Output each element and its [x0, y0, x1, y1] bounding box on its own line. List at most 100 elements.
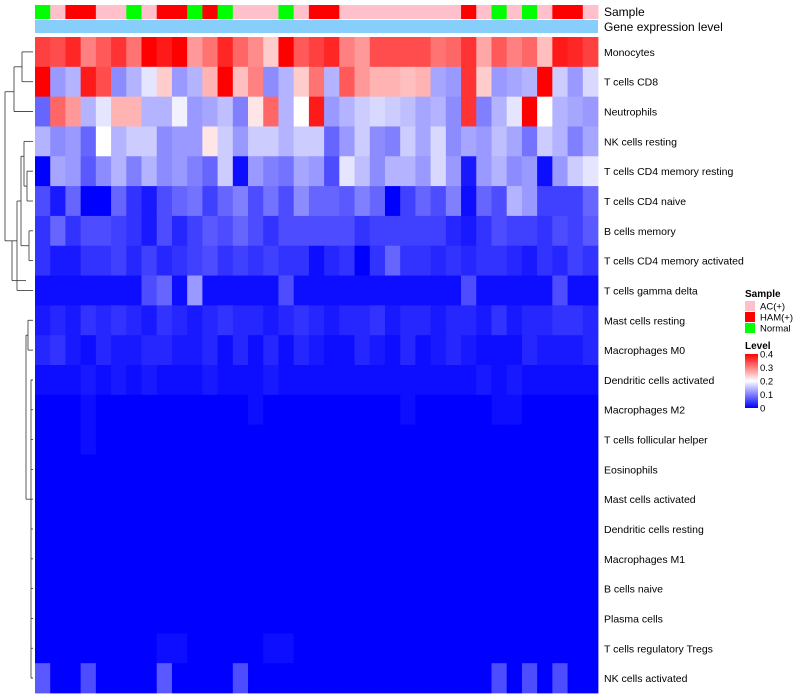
legend: Sample AC(+)HAM(+)Normal Level 0.4 0.3 0.2…: [745, 289, 793, 415]
heatmap-cell: [369, 275, 386, 306]
sample-annotation-cell: [202, 5, 218, 19]
heatmap-cell: [156, 514, 173, 545]
heatmap-cell: [111, 215, 127, 247]
heatmap-cell: [537, 633, 553, 664]
heatmap-cell: [552, 454, 568, 485]
heatmap-cell: [324, 186, 340, 217]
heatmap-cell: [491, 394, 508, 426]
heatmap-cell: [354, 305, 371, 336]
heatmap-cell: [171, 514, 188, 545]
heatmap-cell: [521, 335, 538, 366]
heatmap-cell: [65, 96, 82, 127]
heatmap-cell: [217, 633, 234, 664]
heatmap-cell: [567, 603, 584, 634]
heatmap-cell: [537, 335, 553, 366]
heatmap-cell: [491, 186, 508, 217]
sample-annotation-cell: [354, 5, 371, 19]
heatmap-cell: [308, 484, 325, 515]
heatmap-cell: [552, 394, 568, 426]
legend-swatch: [745, 312, 755, 322]
heatmap-cell: [80, 514, 97, 545]
heatmap-cell: [293, 603, 310, 634]
heatmap-cell: [95, 305, 112, 336]
heatmap-cell: [384, 424, 401, 455]
sample-annotation-cell: [263, 5, 279, 19]
heatmap-cell: [308, 156, 325, 187]
heatmap-cell: [171, 454, 188, 485]
heatmap-cell: [35, 484, 51, 515]
heatmap-cell: [35, 573, 51, 604]
heatmap-cell: [506, 424, 523, 455]
heatmap-cell: [156, 603, 173, 634]
heatmap-cell: [537, 37, 553, 68]
heatmap-cell: [65, 156, 82, 187]
heatmap-cell: [506, 335, 523, 366]
heatmap-cell: [491, 514, 508, 545]
heatmap-cell: [111, 37, 127, 68]
heatmap-cell: [263, 365, 279, 396]
heatmap-cell: [293, 454, 310, 485]
heatmap-cell: [445, 245, 462, 276]
heatmap-cell: [369, 603, 386, 634]
heatmap-cell: [582, 454, 599, 485]
heatmap-cell: [354, 215, 371, 247]
heatmap-cell: [248, 365, 264, 396]
heatmap-cell: [461, 335, 477, 366]
heatmap-cell: [95, 663, 112, 694]
heatmap-cell: [141, 365, 158, 396]
heatmap-cell: [80, 275, 97, 306]
heatmap-cell: [308, 633, 325, 664]
heatmap-cell: [248, 305, 264, 336]
heatmap-cell: [308, 186, 325, 217]
heatmap-cell: [278, 365, 295, 396]
heatmap-cell: [324, 215, 340, 247]
heatmap-cell: [278, 663, 295, 694]
heatmap-cell: [263, 126, 279, 157]
heatmap-cell: [111, 245, 127, 276]
heatmap-cell: [217, 37, 234, 68]
heatmap-cell: [552, 484, 568, 515]
heatmap-cell: [278, 484, 295, 515]
heatmap-cell: [552, 96, 568, 127]
heatmap-cell: [430, 394, 447, 426]
heatmap-cell: [263, 66, 279, 98]
heatmap-cell: [506, 365, 523, 396]
heatmap-cell: [537, 394, 553, 426]
heatmap-cell: [278, 394, 295, 426]
heatmap-cell: [537, 514, 553, 545]
heatmap-cell: [430, 424, 447, 455]
heatmap-cell: [293, 484, 310, 515]
heatmap-cell: [202, 365, 218, 396]
heatmap-cell: [95, 275, 112, 306]
heatmap-cell: [111, 66, 127, 98]
heatmap-cell: [95, 215, 112, 247]
legend-level-ticks: 0.4 0.3 0.2 0.1 0: [760, 350, 773, 415]
heatmap-cell: [582, 245, 599, 276]
heatmap-cell: [339, 126, 355, 157]
heatmap-cell: [248, 543, 264, 575]
heatmap-cell: [293, 275, 310, 306]
heatmap-cell: [187, 543, 203, 575]
heatmap-cell: [263, 394, 279, 426]
heatmap-cell: [415, 305, 432, 336]
heatmap-cell: [552, 186, 568, 217]
heatmap-cell: [308, 245, 325, 276]
heatmap-cell: [126, 305, 142, 336]
row-label: B cells memory: [604, 226, 677, 238]
heatmap-cell: [384, 156, 401, 187]
heatmap-cell: [126, 245, 142, 276]
heatmap-cell: [308, 394, 325, 426]
sample-annotation-cell: [248, 5, 264, 19]
heatmap-cell: [141, 543, 158, 575]
heatmap-cell: [50, 275, 66, 306]
heatmap-cell: [217, 365, 234, 396]
heatmap-cell: [369, 96, 386, 127]
heatmap-cell: [461, 573, 477, 604]
heatmap-cell: [521, 365, 538, 396]
heatmap-cell: [187, 663, 203, 694]
heatmap-cell: [521, 484, 538, 515]
heatmap-cell: [263, 215, 279, 247]
heatmap-cell: [567, 275, 584, 306]
heatmap-cell: [537, 424, 553, 455]
heatmap-cell: [506, 305, 523, 336]
